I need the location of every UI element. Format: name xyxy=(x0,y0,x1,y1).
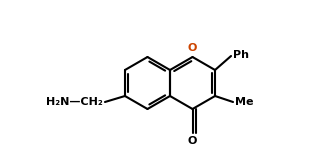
Text: O: O xyxy=(188,136,197,146)
Text: Ph: Ph xyxy=(233,50,249,60)
Text: O: O xyxy=(188,43,197,53)
Text: Me: Me xyxy=(235,97,254,107)
Text: H₂N—CH₂: H₂N—CH₂ xyxy=(46,97,103,107)
